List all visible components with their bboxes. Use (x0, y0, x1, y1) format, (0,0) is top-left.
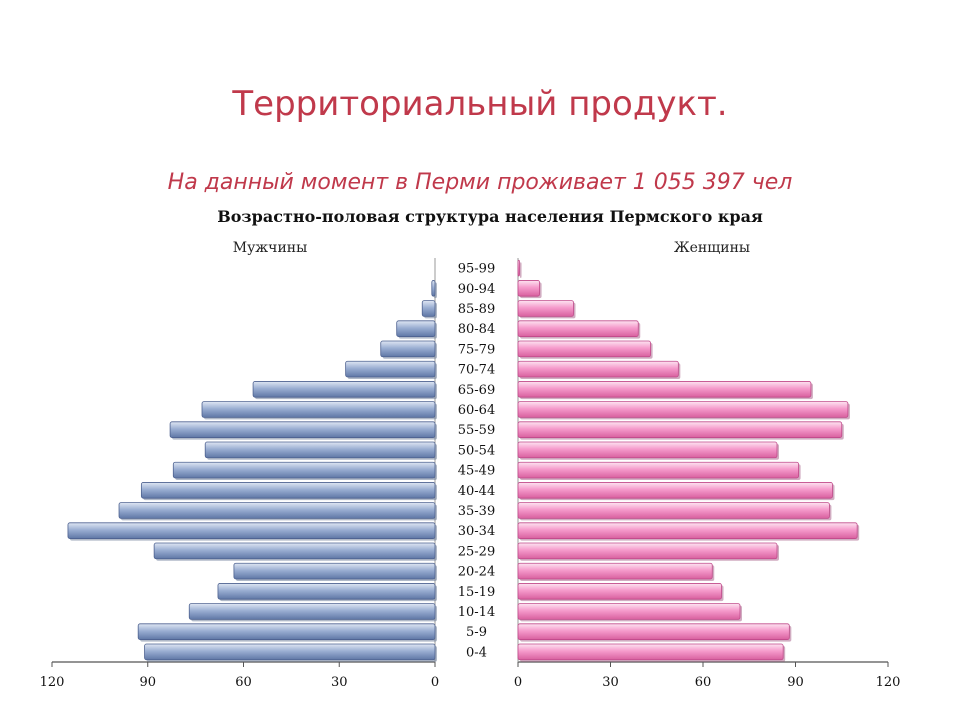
age-group-label: 75-79 (458, 342, 495, 357)
male-bar (169, 421, 436, 438)
female-bar (517, 441, 778, 459)
male-bar (137, 623, 436, 640)
female-bar (517, 340, 651, 358)
age-group-label: 10-14 (458, 605, 495, 620)
male-bar (204, 441, 436, 459)
age-group-label: 20-24 (458, 565, 495, 580)
age-group-label: 55-59 (458, 423, 495, 438)
male-bar (140, 482, 436, 499)
female-bar-shadow (520, 262, 522, 278)
male-bar (421, 300, 436, 317)
male-bar (233, 562, 436, 580)
male-bar (153, 542, 436, 560)
female-bar (517, 421, 843, 438)
female-bar (517, 482, 833, 499)
male-bar (172, 461, 436, 479)
male-bar (396, 320, 436, 337)
male-bar (118, 502, 436, 519)
age-group-label: 95-99 (458, 262, 495, 277)
age-group-label: 0-4 (466, 645, 487, 660)
age-group-label: 45-49 (458, 464, 495, 479)
age-group-label: 80-84 (458, 322, 495, 337)
male-bar (431, 280, 436, 297)
slide-title: Территориальный продукт. (232, 84, 728, 124)
population-subtitle: На данный момент в Перми проживает 1 055… (167, 170, 793, 195)
female-bar (517, 643, 784, 661)
female-bar (517, 381, 812, 398)
male-bar (252, 381, 436, 398)
age-group-label: 90-94 (458, 282, 495, 297)
female-bar (517, 360, 679, 378)
age-group-label: 25-29 (458, 544, 495, 559)
female-bar (517, 542, 778, 560)
male-x-tick-label: 90 (139, 675, 156, 690)
female-bar (517, 259, 520, 277)
female-bar (517, 562, 713, 580)
male-bar (345, 360, 436, 378)
male-x-tick-label: 60 (235, 675, 252, 690)
female-bar (517, 401, 849, 418)
male-bar (217, 583, 436, 600)
female-x-tick-label: 60 (695, 675, 712, 690)
female-bar (517, 320, 639, 337)
male-series-label: Мужчины (233, 240, 308, 256)
age-group-label: 65-69 (458, 383, 495, 398)
female-x-tick-label: 120 (876, 675, 901, 690)
male-x-tick-label: 0 (431, 675, 439, 690)
male-bar (201, 401, 436, 418)
female-bar (517, 280, 540, 297)
age-group-label: 30-34 (458, 524, 495, 539)
male-x-tick-label: 120 (40, 675, 65, 690)
female-bar (517, 300, 574, 317)
age-group-label: 70-74 (458, 363, 495, 378)
female-x-tick-label: 90 (787, 675, 804, 690)
female-bar (517, 583, 722, 600)
female-bar (517, 461, 799, 479)
age-group-label: 60-64 (458, 403, 495, 418)
female-bar (517, 502, 830, 519)
age-group-label: 40-44 (458, 484, 495, 499)
female-x-tick-label: 0 (514, 675, 522, 690)
female-bar (517, 522, 858, 539)
male-bar (380, 340, 436, 358)
age-group-label: 35-39 (458, 504, 495, 519)
chart-title: Возрастно-половая структура населения Пе… (217, 207, 763, 226)
age-group-label: 85-89 (458, 302, 495, 317)
age-group-label: 5-9 (466, 625, 487, 640)
male-bar (144, 643, 436, 661)
population-pyramid-chart: Возрастно-половая структура населения Пе… (40, 207, 901, 690)
male-x-tick-label: 30 (331, 675, 348, 690)
age-group-label: 15-19 (458, 585, 495, 600)
female-x-tick-label: 30 (602, 675, 619, 690)
male-bar (188, 603, 436, 620)
male-bar (67, 522, 436, 539)
age-group-label: 50-54 (458, 443, 495, 458)
female-series-label: Женщины (674, 240, 750, 256)
female-bar (517, 603, 741, 620)
female-bar (517, 623, 790, 640)
